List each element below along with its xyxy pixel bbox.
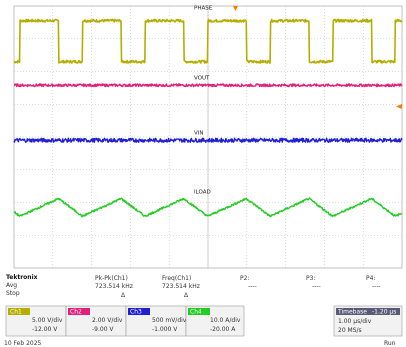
measurement-1-value: 723.514 kHz <box>95 283 133 290</box>
trigger-level-marker[interactable] <box>396 104 402 109</box>
trace-vin <box>13 137 403 143</box>
channel-2-readout[interactable]: Ch2 2.00 V/div -9.00 V <box>65 305 127 337</box>
channel-3-offset: -1.000 V <box>152 326 178 333</box>
trigger-position-marker[interactable] <box>233 6 238 11</box>
channel-3-tag-text: Ch3 <box>130 309 142 316</box>
timebase-scale: 1.00 μs/div <box>338 318 372 325</box>
trace-tag-vin: VIN <box>194 130 204 136</box>
slot-p3-value: ---- <box>312 283 321 290</box>
timebase-sample-rate: 20 MS/s <box>338 327 362 334</box>
channel-4-tag-text: Ch4 <box>190 309 202 316</box>
trace-tag-iload: ILOAD <box>194 190 211 196</box>
slot-p4-label: P4: <box>366 275 375 282</box>
acq-state-label: Stop <box>6 290 20 297</box>
channel-1-readout[interactable]: Ch1 5.00 V/div -12.00 V <box>5 305 67 337</box>
channel-2-tag-text: Ch2 <box>70 309 82 316</box>
slot-p4-value: ---- <box>372 283 381 290</box>
channel-4-readout[interactable]: Ch4 10.0 A/div -20.00 A <box>185 305 245 337</box>
channel-2-scale: 2.00 V/div <box>92 317 123 324</box>
channel-1-tag-text: Ch1 <box>10 309 22 316</box>
channel-4-offset: -20.00 A <box>210 326 236 333</box>
slot-p2-label: P2: <box>240 275 249 282</box>
measurement-1-delta-glyph: Δ <box>121 292 126 299</box>
trace-tag-vout: VOUT <box>194 75 210 81</box>
channel-3-readout[interactable]: Ch3 500 mV/div -1.000 V <box>125 305 187 337</box>
measurement-1-label: Pk-Pk(Ch1) <box>95 275 128 282</box>
timebase-readout[interactable]: Timebase -1.20 μs 1.00 μs/div 20 MS/s <box>333 305 403 337</box>
channel-2-offset: -9.00 V <box>92 326 114 333</box>
channel-readouts: Ch1 5.00 V/div -12.00 V Ch2 2.00 V/div -… <box>5 305 245 337</box>
channel-1-offset: -12.00 V <box>32 326 58 333</box>
channel-3-scale: 500 mV/div <box>152 317 187 324</box>
channel-3-box <box>125 305 187 337</box>
info-panel: Tektronix Avg Stop Pk-Pk(Ch1) 723.514 kH… <box>6 274 381 299</box>
trace-tag-layer: PHASE VOUT VIN ILOAD <box>194 5 213 195</box>
measurement-2[interactable]: Freq(Ch1) 723.514 kHz Δ <box>162 275 200 299</box>
trace-tag-phase: PHASE <box>194 5 213 11</box>
footer-run-state: Run <box>384 340 396 347</box>
trace-layer <box>13 18 403 218</box>
timebase-position: -1.20 μs <box>372 309 396 316</box>
channel-4-tag <box>188 308 210 315</box>
trace-phase <box>13 18 403 64</box>
brand-label: Tektronix <box>6 274 38 281</box>
trace-iload <box>13 197 403 218</box>
trace-vout <box>13 83 403 88</box>
plot-area: PHASE VOUT VIN ILOAD <box>13 5 403 269</box>
measurement-slot-p2[interactable]: P2: ---- <box>240 275 257 290</box>
channel-3-tag <box>128 308 150 315</box>
channel-1-tag <box>8 308 30 315</box>
measurement-2-value: 723.514 kHz <box>162 283 200 290</box>
acq-mode-label: Avg <box>6 282 17 289</box>
slot-p2-value: ---- <box>248 283 257 290</box>
timebase-header <box>336 308 400 315</box>
channel-2-tag <box>68 308 90 315</box>
measurement-slot-p3[interactable]: P3: ---- <box>306 275 321 290</box>
measurement-1[interactable]: Pk-Pk(Ch1) 723.514 kHz Δ <box>95 275 133 299</box>
measurement-slot-p4[interactable]: P4: ---- <box>366 275 381 290</box>
timebase-label: Timebase <box>337 309 367 316</box>
measurement-2-delta-glyph: Δ <box>184 292 189 299</box>
channel-4-scale: 10.0 A/div <box>210 317 241 324</box>
slot-p3-label: P3: <box>306 275 315 282</box>
channel-1-scale: 5.00 V/div <box>32 317 63 324</box>
footer-date: 10 Feb 2025 <box>4 340 42 347</box>
measurement-2-label: Freq(Ch1) <box>162 275 191 282</box>
